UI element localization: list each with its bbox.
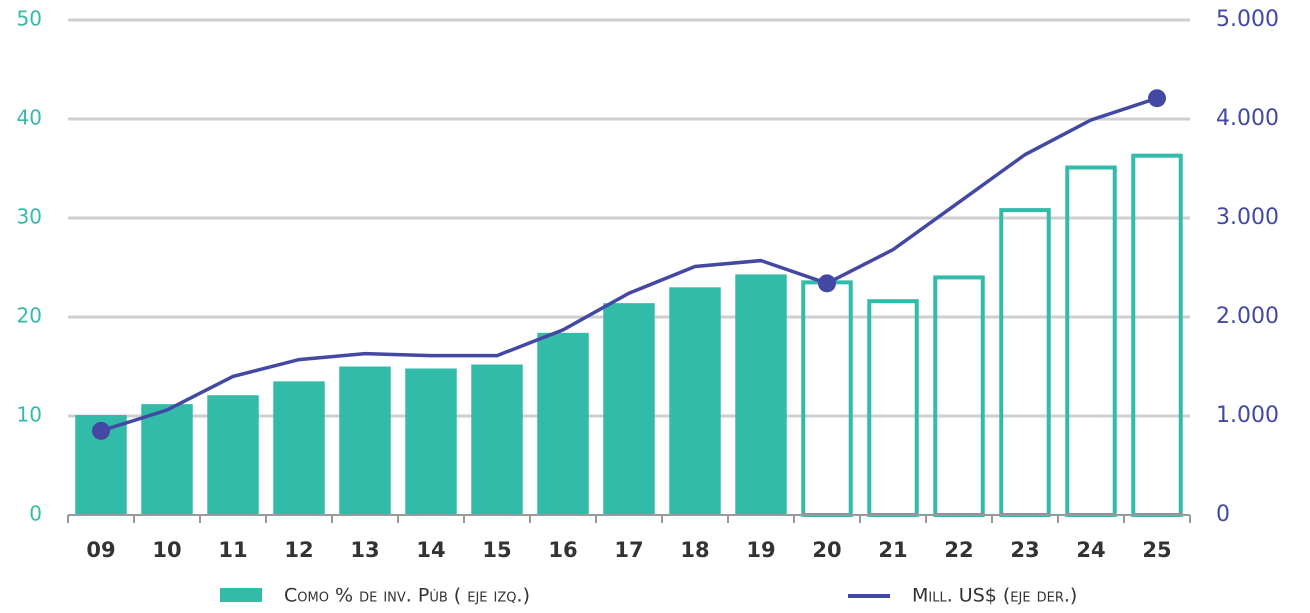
bar	[207, 395, 259, 515]
y-tick-label: 30	[17, 205, 42, 229]
y2-tick-label: 1.000	[1216, 403, 1279, 428]
bar	[405, 368, 457, 515]
bar	[273, 381, 325, 515]
y2-tick-label: 5.000	[1216, 7, 1279, 32]
x-tick-label: 12	[284, 538, 313, 562]
line	[100, 96, 1158, 433]
x-tick-label: 21	[878, 538, 907, 562]
y-tick-label: 0	[29, 502, 42, 526]
x-tick-label: 14	[416, 538, 445, 562]
bar	[141, 404, 193, 515]
line-marker	[818, 274, 836, 293]
bar	[999, 208, 1051, 517]
bar	[537, 332, 589, 515]
x-tick-label: 10	[152, 538, 181, 562]
bar	[933, 275, 985, 518]
bar	[471, 364, 523, 515]
x-tick-label: 16	[548, 538, 577, 562]
line-marker	[92, 421, 110, 440]
legend-label: Mill. US$ (eje der.)	[912, 585, 1077, 607]
bar	[867, 299, 919, 517]
x-tick-label: 24	[1076, 538, 1105, 562]
x-tick-label: 11	[218, 538, 247, 562]
y2-tick-label: 2.000	[1216, 304, 1279, 329]
y-tick-label: 50	[17, 7, 42, 31]
y-tick-label: 20	[17, 304, 42, 328]
y2-tick-label: 3.000	[1216, 205, 1279, 230]
legend-swatch	[220, 588, 262, 602]
y2-tick-label: 0	[1216, 502, 1230, 527]
x-tick-label: 25	[1142, 538, 1171, 562]
y2-tick-label: 4.000	[1216, 106, 1279, 131]
line-marker	[1148, 89, 1166, 108]
x-tick-label: 19	[746, 538, 775, 562]
y-tick-label: 40	[17, 106, 42, 130]
y-tick-label: 10	[17, 403, 42, 427]
bar	[1131, 153, 1183, 517]
bar	[669, 287, 721, 515]
legend-label: Como % de inv. Púb ( eje izq.)	[284, 585, 530, 607]
x-tick-label: 22	[944, 538, 973, 562]
x-tick-label: 15	[482, 538, 511, 562]
bar	[603, 303, 655, 515]
x-tick-label: 09	[86, 538, 115, 562]
bar	[735, 274, 787, 515]
x-tick-label: 17	[614, 538, 643, 562]
x-tick-label: 20	[812, 538, 841, 562]
x-tick-label: 23	[1010, 538, 1039, 562]
bar	[339, 366, 391, 515]
bar	[1065, 165, 1117, 517]
x-tick-label: 13	[350, 538, 379, 562]
x-tick-label: 18	[680, 538, 709, 562]
